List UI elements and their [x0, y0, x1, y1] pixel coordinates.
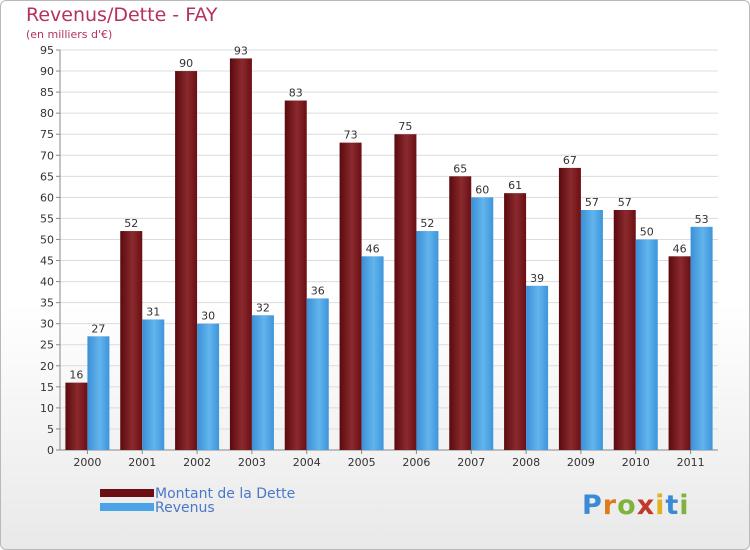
bar-revenus [251, 315, 274, 450]
y-tick-label: 55 [40, 212, 54, 225]
y-tick-label: 50 [40, 233, 54, 246]
y-tick-label: 65 [40, 170, 54, 183]
x-tick-label: 2006 [402, 456, 430, 469]
logo-letter: o [617, 490, 637, 521]
y-tick-label: 20 [40, 360, 54, 373]
logo-letter: i [679, 490, 690, 521]
y-tick-label: 0 [47, 444, 54, 457]
data-label-dette: 52 [124, 217, 138, 230]
y-tick-label: 90 [40, 65, 54, 78]
bar-revenus [690, 226, 713, 450]
legend-label-revenus: Revenus [155, 500, 215, 516]
data-label-dette: 57 [618, 196, 632, 209]
y-tick-label: 15 [40, 381, 54, 394]
data-label-revenus: 46 [366, 242, 380, 255]
bar-dette [504, 193, 527, 450]
bar-dette [175, 71, 198, 450]
logo-letter: t [665, 490, 680, 521]
chart-title: Revenus/Dette - FAY [26, 4, 218, 26]
y-tick-label: 80 [40, 107, 54, 120]
logo-letter: r [602, 490, 618, 521]
data-label-dette: 93 [234, 44, 248, 57]
logo-letter: i [655, 490, 666, 521]
y-tick-label: 85 [40, 86, 54, 99]
bar-dette [613, 210, 636, 450]
x-tick-label: 2000 [73, 456, 101, 469]
bar-dette [394, 134, 417, 451]
data-label-revenus: 31 [146, 305, 160, 318]
data-label-dette: 16 [69, 369, 83, 382]
data-label-revenus: 27 [91, 322, 105, 335]
y-tick-label: 35 [40, 297, 54, 310]
bar-revenus [87, 336, 110, 450]
bar-revenus [142, 319, 165, 450]
legend-label-dette: Montant de la Dette [155, 486, 296, 502]
x-tick-label: 2011 [677, 456, 705, 469]
bar-dette [558, 167, 581, 451]
proxiti-logo: Proxiti [582, 490, 690, 521]
legend-swatch-dette [100, 489, 154, 497]
y-tick-label: 45 [40, 255, 54, 268]
logo-letter: P [582, 490, 603, 521]
x-tick-label: 2005 [348, 456, 376, 469]
y-tick-label: 95 [40, 44, 54, 57]
bar-dette [284, 100, 307, 451]
data-label-dette: 90 [179, 57, 193, 70]
bar-revenus [471, 197, 494, 450]
data-label-dette: 65 [453, 162, 467, 175]
data-label-dette: 67 [563, 154, 577, 167]
data-label-revenus: 50 [640, 225, 654, 238]
x-tick-label: 2002 [183, 456, 211, 469]
data-label-revenus: 30 [201, 310, 215, 323]
bar-dette [449, 176, 472, 450]
y-tick-label: 10 [40, 402, 54, 415]
bar-revenus [306, 298, 329, 450]
x-tick-label: 2010 [622, 456, 650, 469]
y-tick-label: 30 [40, 318, 54, 331]
x-tick-label: 2004 [293, 456, 321, 469]
logo-letter: x [636, 490, 656, 521]
bar-revenus [580, 210, 603, 450]
data-label-dette: 61 [508, 179, 522, 192]
bar-dette [120, 231, 143, 450]
bar-revenus [197, 323, 220, 450]
bar-revenus [361, 256, 384, 450]
bar-dette [668, 256, 691, 450]
data-label-revenus: 52 [420, 217, 434, 230]
y-tick-label: 25 [40, 339, 54, 352]
data-label-revenus: 57 [585, 196, 599, 209]
data-label-revenus: 36 [311, 284, 325, 297]
x-tick-label: 2009 [567, 456, 595, 469]
data-label-dette: 75 [398, 120, 412, 133]
data-label-revenus: 60 [475, 183, 489, 196]
x-tick-label: 2001 [128, 456, 156, 469]
y-tick-label: 60 [40, 191, 54, 204]
data-label-dette: 83 [289, 87, 303, 100]
y-tick-label: 5 [47, 423, 54, 436]
data-label-dette: 46 [673, 242, 687, 255]
data-label-dette: 73 [344, 129, 358, 142]
data-label-revenus: 53 [695, 213, 709, 226]
x-tick-label: 2008 [512, 456, 540, 469]
bar-revenus [416, 231, 439, 450]
y-tick-label: 40 [40, 276, 54, 289]
y-tick-label: 75 [40, 128, 54, 141]
bar-dette [65, 382, 88, 450]
bar-revenus [526, 285, 549, 450]
chart-subtitle: (en milliers d'€) [26, 28, 113, 41]
bar-revenus [635, 239, 658, 450]
legend-swatch-revenus [100, 503, 154, 511]
x-tick-label: 2003 [238, 456, 266, 469]
data-label-revenus: 39 [530, 272, 544, 285]
y-tick-label: 70 [40, 149, 54, 162]
bar-dette [339, 142, 362, 450]
x-tick-label: 2007 [457, 456, 485, 469]
data-label-revenus: 32 [256, 301, 270, 314]
bar-dette [229, 58, 252, 450]
